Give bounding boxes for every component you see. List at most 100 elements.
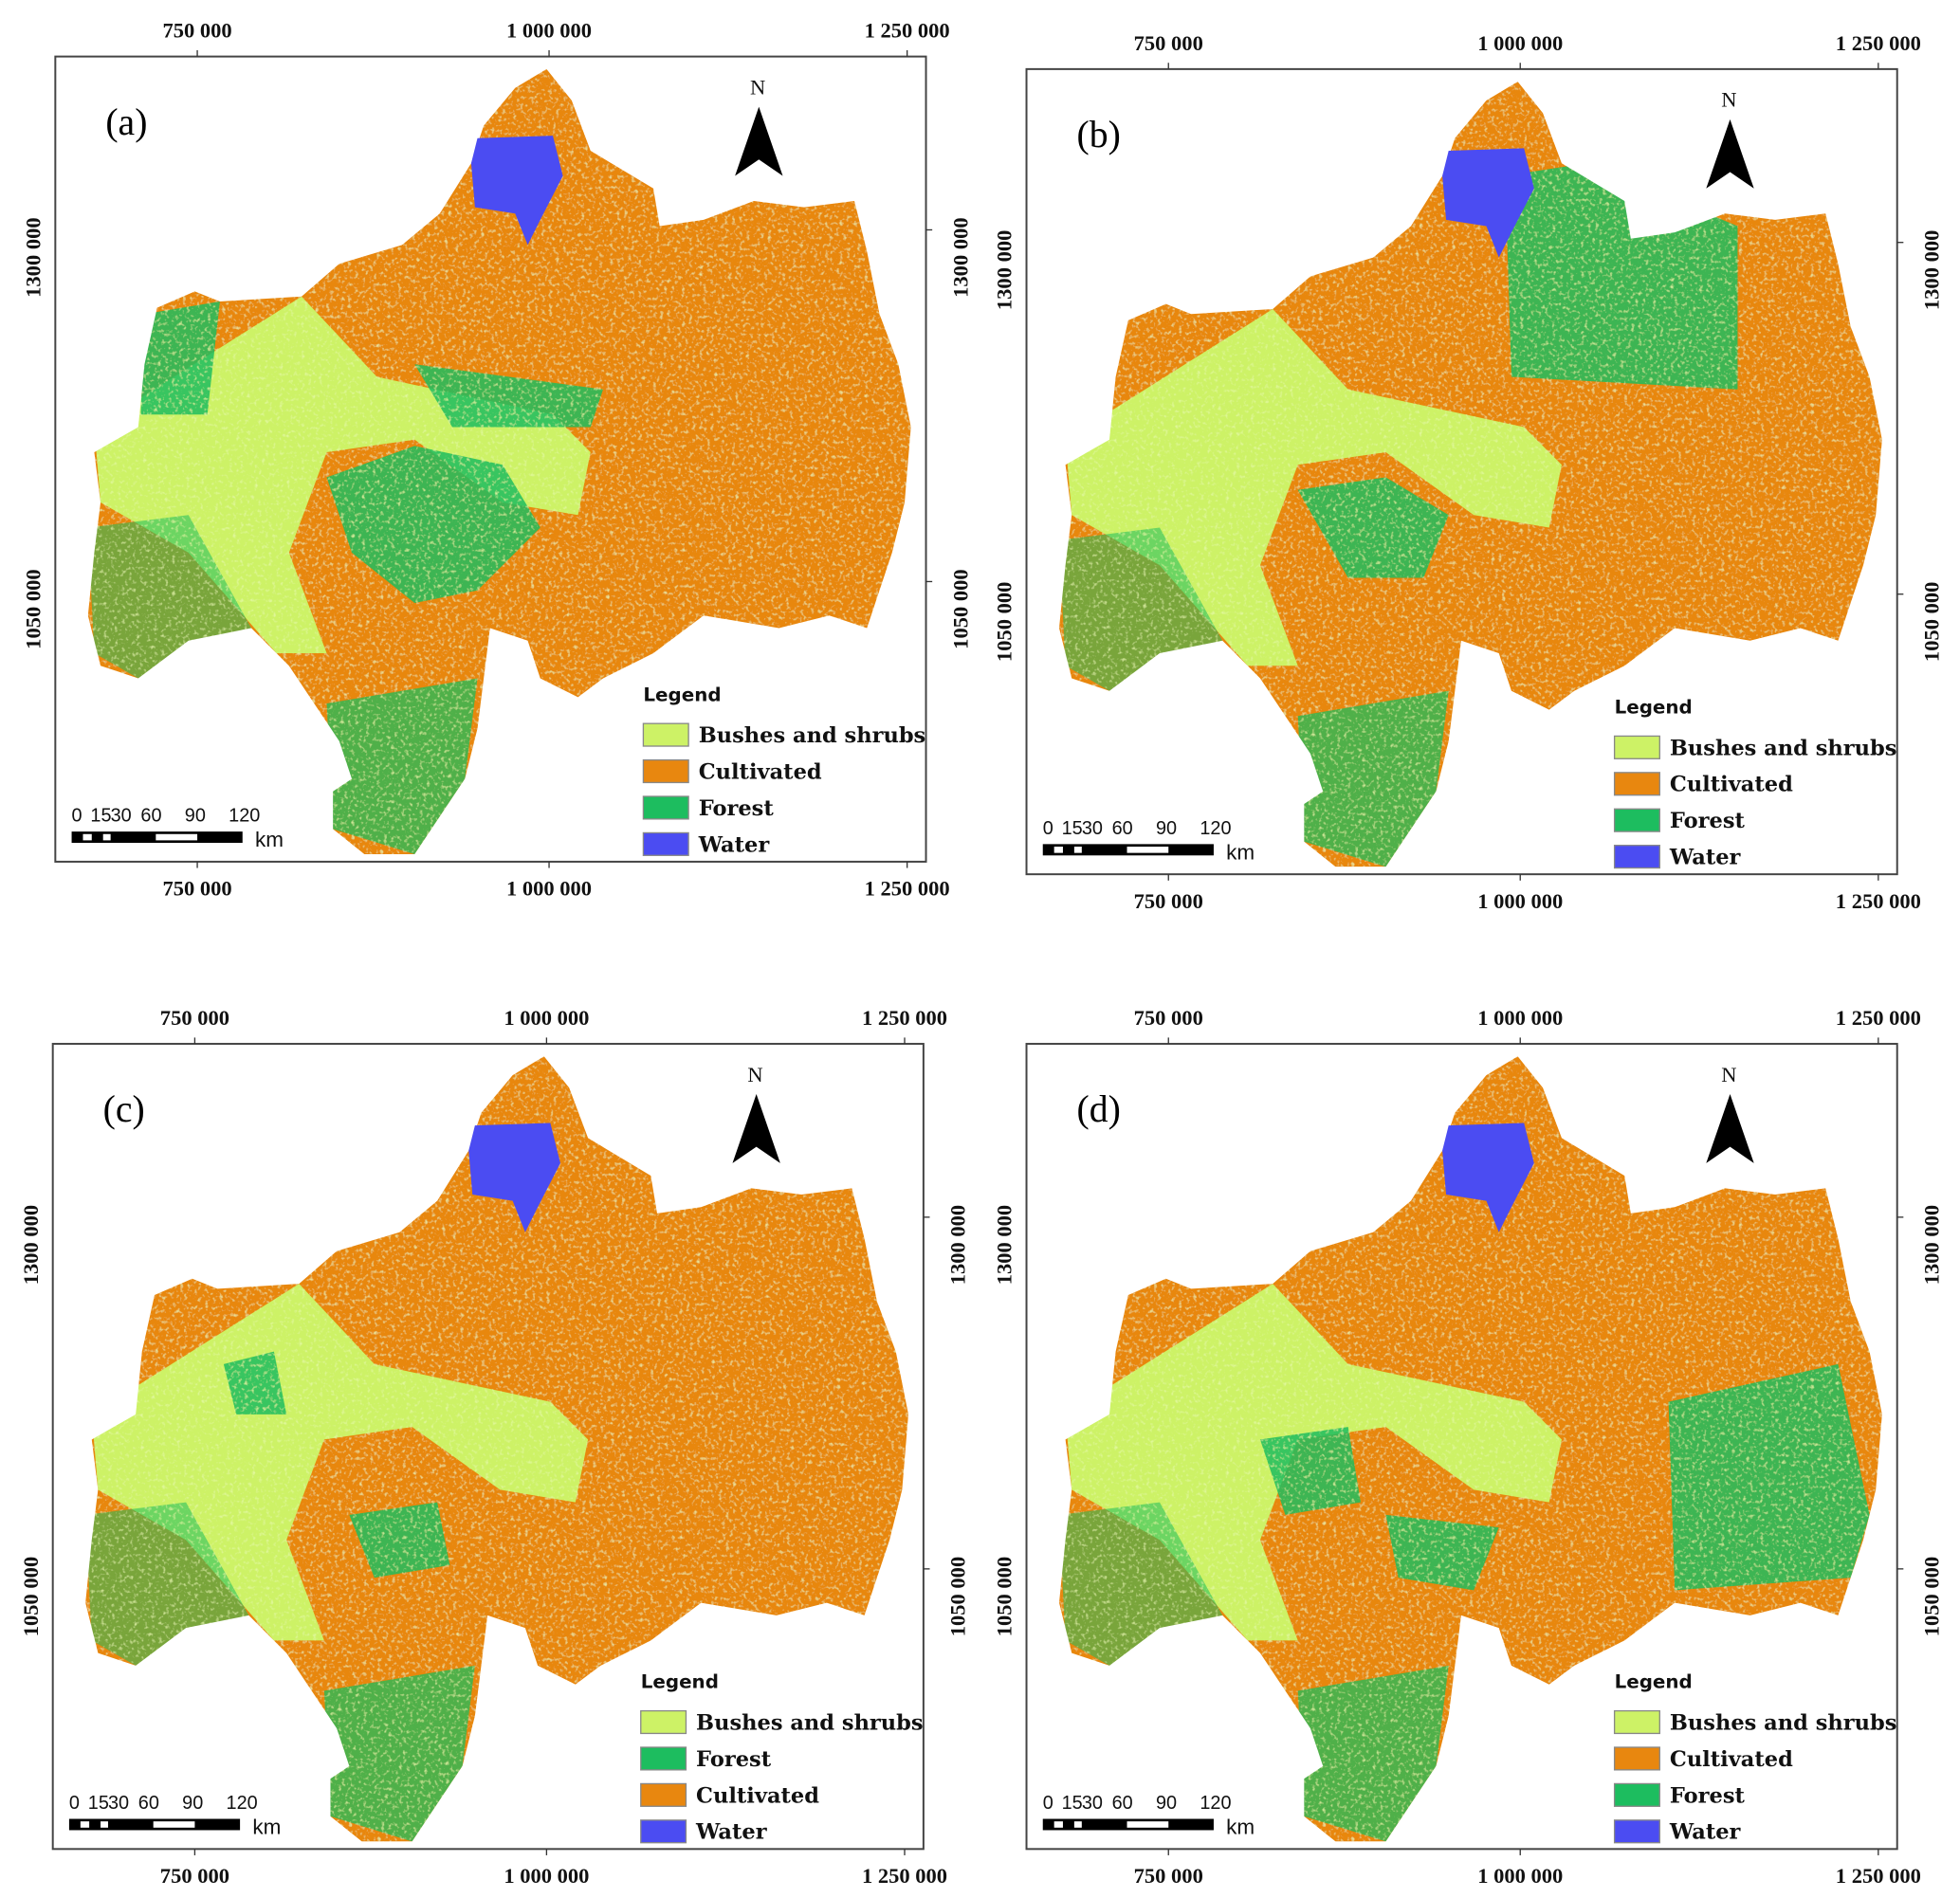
scale-bar-label: 30: [1082, 1793, 1103, 1814]
legend-item: Water: [640, 1819, 768, 1845]
bushes-area: [94, 296, 591, 653]
legend-title: Legend: [643, 684, 721, 705]
legend-label: Water: [695, 1820, 768, 1845]
forest-area: [223, 1351, 287, 1414]
legend-swatch: [642, 831, 689, 856]
legend-label: Bushes and shrubs: [1670, 736, 1897, 760]
forest-area: [326, 678, 478, 854]
legend-swatch: [1613, 845, 1660, 869]
north-label: N: [747, 1063, 762, 1086]
scale-bar-label: 15: [1062, 1793, 1083, 1814]
water-body: [468, 1122, 560, 1232]
x-tick-label-top: 750 000: [1134, 1006, 1203, 1030]
legend-swatch: [1613, 772, 1660, 796]
scale-bar-label: 0: [1043, 1793, 1053, 1814]
x-tick-label-bottom: 1 000 000: [1477, 889, 1563, 913]
north-arrow-icon: [735, 106, 783, 176]
scale-bar-label: 60: [1112, 1793, 1133, 1814]
scale-bar-label: 120: [227, 1793, 258, 1814]
y-tick-label-right: 1050 000: [1919, 1557, 1943, 1636]
scale-bar-label: 0: [1043, 818, 1053, 839]
scale-bar-unit: km: [1226, 840, 1255, 864]
legend-label: Cultivated: [1670, 773, 1793, 797]
legend-label: Water: [1669, 846, 1742, 870]
map-panel-b: (b) N 750 000 750 000 1 000 000 1 000 000 1 25…: [993, 31, 1944, 913]
y-tick-label-left: 1300 000: [993, 230, 1017, 310]
legend-swatch: [640, 1709, 687, 1735]
legend-label: Cultivated: [699, 759, 822, 784]
forest-area: [1259, 1427, 1361, 1515]
scale-bar-label: 15: [1062, 818, 1083, 839]
legend-item: Water: [1613, 1819, 1742, 1845]
legend-item: Forest: [640, 1746, 772, 1772]
legend-swatch: [1613, 735, 1660, 759]
legend-item: Bushes and shrubs: [1613, 735, 1897, 760]
scale-bar-label: 15: [88, 1793, 109, 1814]
legend-label: Water: [1669, 1820, 1742, 1845]
scale-bar-unit: km: [252, 1815, 281, 1838]
forest-area: [1668, 1363, 1870, 1591]
x-tick-label-bottom: 1 250 000: [862, 1864, 947, 1888]
x-tick-label-bottom: 1 000 000: [506, 877, 592, 901]
legend-swatch: [1613, 808, 1660, 832]
legend-swatch: [640, 1746, 687, 1771]
scale-bar-label: 120: [229, 806, 260, 827]
legend-title: Legend: [1615, 1671, 1693, 1693]
scale-bar-label: 0: [72, 806, 82, 827]
y-tick-label-left: 1050 000: [19, 1557, 43, 1636]
north-arrow-icon: [1706, 119, 1754, 189]
y-tick-label-left: 1300 000: [993, 1205, 1017, 1285]
legend-swatch: [642, 722, 689, 747]
north-label: N: [1721, 1063, 1736, 1086]
y-tick-label-left: 1050 000: [21, 569, 45, 648]
legend-label: Cultivated: [696, 1783, 819, 1808]
x-tick-label-top: 1 250 000: [862, 1006, 947, 1030]
legend-swatch: [640, 1819, 687, 1844]
x-tick-label-bottom: 1 250 000: [1836, 889, 1921, 913]
scale-bar-label: 15: [90, 806, 111, 827]
scale-bar-label: 90: [1156, 818, 1177, 839]
legend-label: Forest: [1670, 1783, 1746, 1808]
legend-title: Legend: [641, 1671, 719, 1693]
scale-bar-label: 0: [69, 1793, 80, 1814]
bushes-area: [91, 1284, 589, 1641]
y-tick-label-right: 1300 000: [1919, 230, 1943, 310]
scale-bar: [1042, 844, 1214, 856]
water-body: [1442, 148, 1534, 258]
legend-label: Forest: [696, 1747, 772, 1772]
forest-area: [1385, 1514, 1499, 1591]
x-tick-label-bottom: 750 000: [160, 1864, 229, 1888]
legend-label: Bushes and shrubs: [1670, 1710, 1897, 1735]
x-tick-label-top: 1 000 000: [504, 1006, 589, 1030]
x-tick-label-bottom: 1 250 000: [1836, 1864, 1921, 1888]
scale-bar-label: 60: [138, 1793, 159, 1814]
x-tick-label-top: 750 000: [160, 1006, 229, 1030]
x-tick-label-top: 750 000: [1134, 31, 1203, 55]
map-panel-a: (a) N 750 000 750 000 1 000 000 1 000 000 1 25…: [21, 19, 972, 901]
y-tick-label-right: 1300 000: [946, 1205, 970, 1285]
x-tick-label-top: 1 250 000: [1836, 1006, 1921, 1030]
legend-item: Cultivated: [1613, 1746, 1793, 1772]
legend-item: Cultivated: [640, 1782, 819, 1808]
forest-area: [1297, 477, 1449, 578]
x-tick-label-bottom: 750 000: [1134, 889, 1203, 913]
x-tick-label-bottom: 1 250 000: [865, 877, 950, 901]
scale-bar-label: 90: [182, 1793, 203, 1814]
panel-label: (b): [1077, 114, 1121, 155]
x-tick-label-top: 1 000 000: [1477, 1006, 1563, 1030]
x-tick-label-bottom: 1 000 000: [1477, 1864, 1563, 1888]
scale-bar-label: 60: [140, 806, 161, 827]
forest-area: [323, 1665, 475, 1842]
scale-bar-label: 30: [108, 1793, 129, 1814]
scale-bar: [71, 831, 243, 844]
legend-swatch: [642, 795, 689, 820]
legend-label: Forest: [699, 796, 775, 821]
legend-label: Cultivated: [1670, 1747, 1793, 1772]
forest-area: [414, 364, 604, 428]
scale-bar-label: 90: [185, 806, 206, 827]
x-tick-label-top: 1 000 000: [506, 19, 592, 43]
legend-label: Bushes and shrubs: [699, 723, 926, 748]
panel-label: (d): [1077, 1088, 1121, 1130]
scale-bar-label: 120: [1200, 818, 1231, 839]
